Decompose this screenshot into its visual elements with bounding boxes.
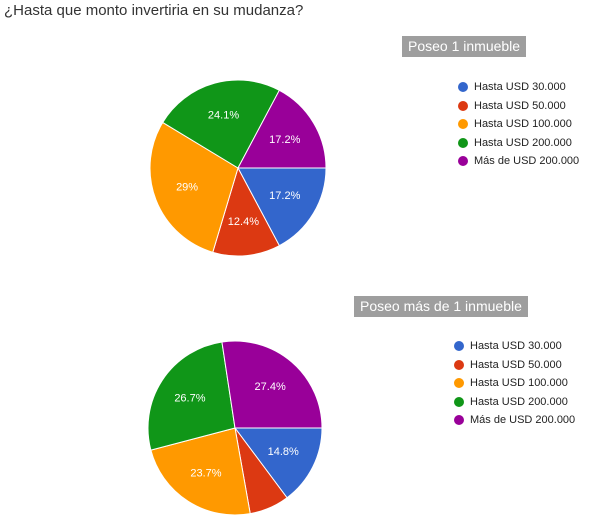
legend-item: Hasta USD 50.000 — [458, 97, 579, 116]
legend-label: Hasta USD 100.000 — [470, 377, 568, 390]
pie-slice — [237, 89, 327, 169]
legend-label: Hasta USD 200.000 — [474, 136, 572, 149]
pie-slice — [150, 427, 251, 516]
legend-label: Hasta USD 30.000 — [474, 81, 566, 94]
legend-swatch — [458, 82, 468, 93]
legend-swatch — [454, 359, 464, 370]
legend-swatch — [454, 415, 464, 426]
slice-label: 17.2% — [269, 134, 300, 146]
legend-swatch — [454, 378, 464, 389]
legend-item: Hasta USD 30.000 — [458, 78, 579, 97]
legend-swatch — [458, 100, 468, 111]
slice-label: 12.4% — [228, 216, 259, 228]
pie-slice — [221, 340, 323, 429]
legend-item: Hasta USD 100.000 — [454, 374, 575, 393]
legend-swatch — [458, 137, 468, 148]
legend-item: Más de USD 200.000 — [458, 152, 579, 171]
legend-2: Hasta USD 30.000 Hasta USD 50.000 Hasta … — [454, 337, 575, 430]
legend-1: Hasta USD 30.000 Hasta USD 50.000 Hasta … — [458, 78, 579, 171]
page-title: ¿Hasta que monto invertiria en su mudanz… — [4, 2, 304, 19]
legend-swatch — [454, 396, 464, 407]
slice-label: 23.7% — [190, 467, 221, 479]
legend-label: Hasta USD 200.000 — [470, 395, 568, 408]
legend-item: Más de USD 200.000 — [454, 411, 575, 430]
legend-swatch — [458, 119, 468, 130]
legend-label: Hasta USD 50.000 — [474, 99, 566, 112]
legend-item: Hasta USD 50.000 — [454, 356, 575, 375]
legend-label: Hasta USD 50.000 — [470, 358, 562, 371]
pie-slice — [147, 341, 236, 451]
legend-label: Hasta USD 100.000 — [474, 118, 572, 131]
slice-label: 27.4% — [255, 381, 286, 393]
legend-swatch — [458, 156, 468, 167]
pie-slice — [237, 167, 327, 247]
chart-title-1: Poseo 1 inmueble — [402, 36, 527, 57]
legend-label: Más de USD 200.000 — [474, 155, 580, 168]
pie-chart-1: 17.2% 12.4% 29% 24.1% 17.2% — [149, 79, 327, 257]
slice-label: 17.2% — [269, 190, 300, 202]
slice-label: 26.7% — [174, 392, 205, 404]
slice-label: 14.8% — [268, 446, 299, 458]
chart-title-2: Poseo más de 1 inmueble — [354, 296, 528, 317]
legend-item: Hasta USD 200.000 — [454, 393, 575, 412]
legend-swatch — [454, 341, 464, 352]
legend-label: Más de USD 200.000 — [470, 414, 576, 427]
pie-chart-2: 14.8% 23.7% 26.7% 27.4% — [147, 340, 323, 516]
legend-label: Hasta USD 30.000 — [470, 340, 562, 353]
pie-slice — [234, 427, 323, 499]
legend-item: Hasta USD 30.000 — [454, 337, 575, 356]
slice-label: 24.1% — [208, 109, 239, 121]
legend-item: Hasta USD 200.000 — [458, 134, 579, 153]
pie-slice — [212, 166, 281, 257]
slice-label: 29% — [176, 182, 198, 194]
legend-item: Hasta USD 100.000 — [458, 115, 579, 134]
pie-slice — [162, 79, 281, 169]
